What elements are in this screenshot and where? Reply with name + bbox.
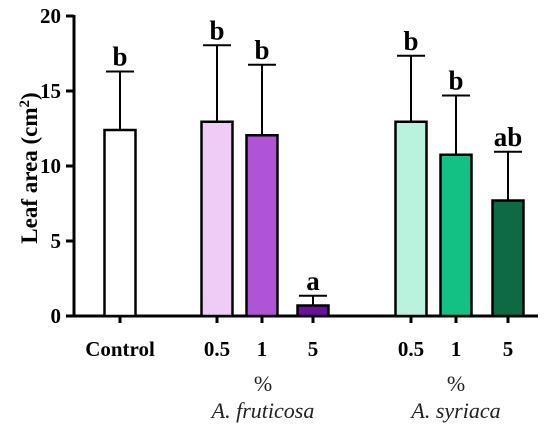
labels-layer: Leaf area (cm2) % A. fruticosa % A. syri… — [17, 92, 501, 423]
bar-1 — [200, 120, 234, 318]
bars-layer: b Control b 0.5 b 1 a 5 b 0.5 b 1 ab 5 — [85, 15, 525, 361]
x-tick-label-3: 5 — [308, 337, 319, 361]
bar-6 — [491, 199, 525, 318]
bar-2 — [245, 134, 279, 318]
significance-label-0: b — [112, 42, 127, 72]
y-tick-label-3: 15 — [40, 79, 61, 103]
x-tick-label-1: 0.5 — [204, 337, 230, 361]
x-tick-label-5: 1 — [451, 337, 462, 361]
y-tick-label-4: 20 — [40, 4, 61, 28]
significance-label-1: b — [209, 15, 224, 45]
x-tick-label-6: 5 — [503, 337, 514, 361]
y-tick-label-2: 10 — [40, 154, 61, 178]
bar-4 — [394, 120, 428, 318]
x-tick-label-4: 0.5 — [398, 337, 424, 361]
significance-label-3: a — [306, 266, 320, 296]
group-2-name: A. syriaca — [409, 398, 500, 423]
y-tick-label-0: 0 — [51, 304, 62, 328]
significance-label-6: ab — [494, 122, 523, 152]
significance-label-5: b — [448, 66, 463, 96]
x-tick-label-2: 1 — [257, 337, 268, 361]
group-2-unit: % — [447, 371, 465, 396]
y-axis-label: Leaf area (cm2) — [17, 92, 42, 243]
group-1-name: A. fruticosa — [210, 398, 315, 423]
group-1-unit: % — [254, 371, 272, 396]
bar-3 — [296, 304, 330, 318]
bar-5 — [439, 153, 473, 318]
x-tick-label-0: Control — [85, 337, 155, 361]
significance-label-4: b — [403, 26, 418, 56]
significance-label-2: b — [254, 35, 269, 65]
bar-0 — [103, 128, 137, 318]
y-tick-label-1: 5 — [51, 229, 62, 253]
